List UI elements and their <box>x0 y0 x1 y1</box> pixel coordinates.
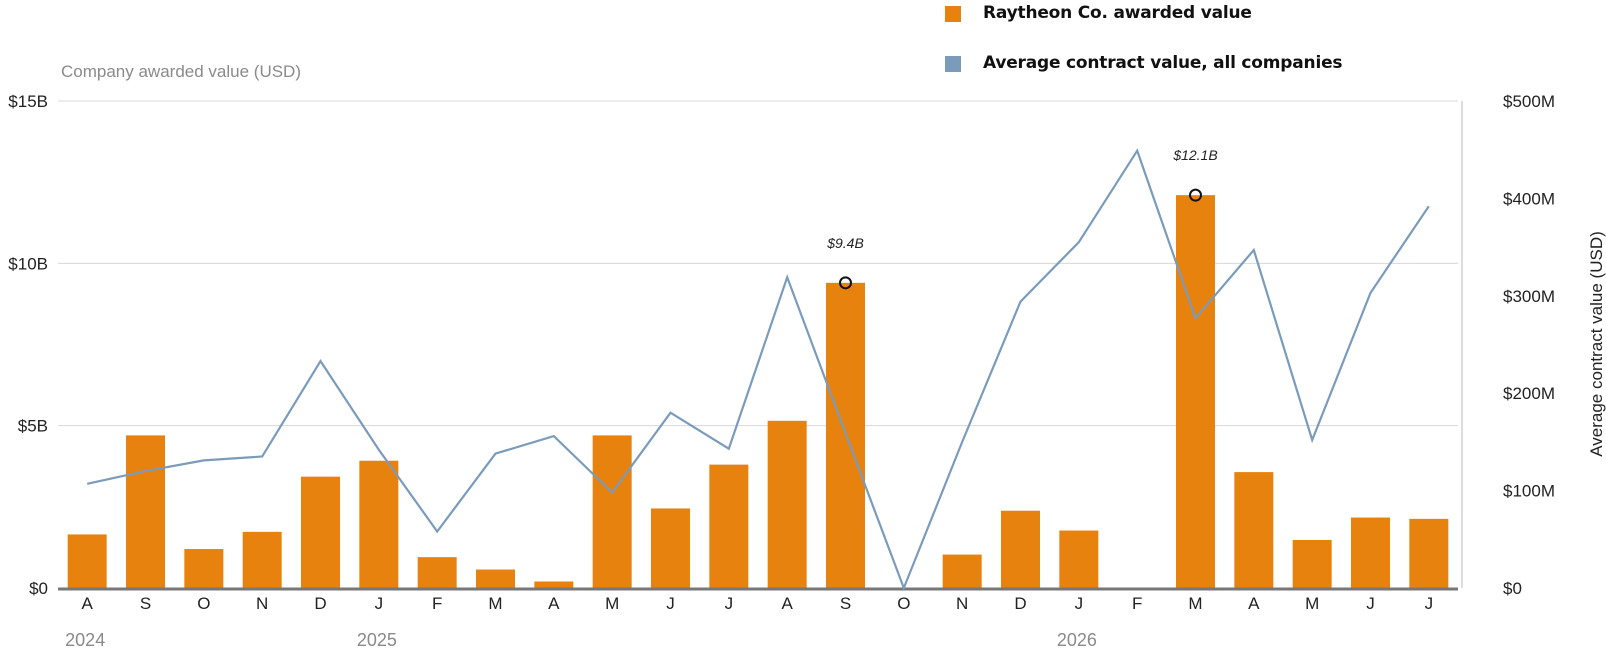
year-label: 2025 <box>357 630 397 650</box>
left-tick-label: $0 <box>29 579 48 598</box>
bar <box>126 435 165 588</box>
x-tick-label: S <box>140 594 151 613</box>
x-tick-label: O <box>197 594 210 613</box>
bar <box>67 534 107 588</box>
x-tick-label: N <box>956 594 968 613</box>
bar <box>942 554 982 588</box>
x-tick-label: A <box>548 594 560 613</box>
bar <box>1292 539 1332 588</box>
x-tick-label: J <box>1075 594 1084 613</box>
bar <box>767 420 807 588</box>
bar <box>417 557 457 588</box>
x-tick-label: D <box>1014 594 1026 613</box>
bar <box>1176 195 1215 589</box>
right-tick-label: $300M <box>1503 287 1555 306</box>
bar <box>651 508 690 588</box>
x-tick-label: J <box>1425 594 1434 613</box>
average-contract-line <box>86 148 1430 592</box>
year-label: 2026 <box>1057 630 1097 650</box>
x-tick-label: M <box>1305 594 1319 613</box>
x-tick-label: A <box>1248 594 1260 613</box>
x-tick-label: M <box>488 594 502 613</box>
bar <box>1409 518 1449 588</box>
bar <box>592 435 632 588</box>
bar <box>709 464 749 588</box>
legend-swatch-line <box>945 56 961 72</box>
x-tick-label: S <box>840 594 851 613</box>
right-axis-title: Average contract value (USD) <box>1587 231 1606 457</box>
left-tick-label: $10B <box>8 254 48 273</box>
x-tick-label: J <box>666 594 675 613</box>
bar <box>301 476 340 588</box>
bar <box>1059 530 1099 588</box>
right-tick-label: $200M <box>1503 384 1555 403</box>
right-tick-label: $400M <box>1503 189 1555 208</box>
year-label: 2024 <box>65 630 105 650</box>
legend-swatch-bars <box>945 6 961 22</box>
legend-label-line: Average contract value, all companies <box>983 53 1343 73</box>
bar <box>1351 517 1390 588</box>
x-tick-label: N <box>256 594 268 613</box>
annotation-label: $12.1B <box>1172 147 1217 163</box>
left-axis-title: Company awarded value (USD) <box>61 62 301 81</box>
right-tick-label: $500M <box>1503 92 1555 111</box>
x-tick-label: D <box>314 594 326 613</box>
x-tick-label: A <box>81 594 93 613</box>
x-tick-label: J <box>1366 594 1375 613</box>
bar <box>242 531 282 588</box>
left-tick-label: $5B <box>18 417 48 436</box>
annotation-label: $9.4B <box>826 235 864 251</box>
bar <box>359 460 399 588</box>
x-tick-label: F <box>432 594 442 613</box>
bar <box>534 581 574 588</box>
bar <box>1234 472 1274 588</box>
x-tick-label: J <box>725 594 734 613</box>
bar <box>476 569 515 588</box>
right-tick-label: $100M <box>1503 482 1555 501</box>
x-tick-label: F <box>1132 594 1142 613</box>
x-tick-label: A <box>781 594 793 613</box>
x-tick-label: M <box>1188 594 1202 613</box>
x-tick-label: O <box>897 594 910 613</box>
annotation-marker <box>839 276 852 290</box>
x-tick-label: M <box>605 594 619 613</box>
bar <box>184 549 224 588</box>
left-tick-label: $15B <box>8 92 48 111</box>
legend-label-bars: Raytheon Co. awarded value <box>983 3 1252 23</box>
right-tick-label: $0 <box>1503 579 1522 598</box>
bar <box>1001 510 1040 588</box>
x-tick-label: J <box>375 594 384 613</box>
annotation-marker <box>1189 188 1202 202</box>
